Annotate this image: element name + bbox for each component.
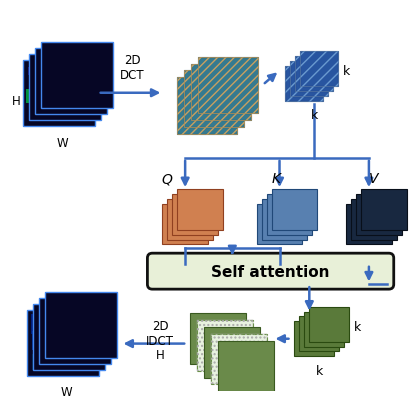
Text: k: k — [342, 65, 349, 78]
FancyBboxPatch shape — [309, 307, 348, 342]
Text: H: H — [12, 95, 20, 108]
FancyBboxPatch shape — [26, 90, 36, 104]
Text: Self attention: Self attention — [211, 264, 329, 279]
FancyBboxPatch shape — [27, 310, 98, 376]
FancyBboxPatch shape — [177, 190, 222, 230]
FancyBboxPatch shape — [73, 70, 90, 99]
FancyBboxPatch shape — [48, 65, 78, 77]
Text: k: k — [315, 364, 322, 377]
FancyBboxPatch shape — [28, 68, 48, 76]
FancyBboxPatch shape — [290, 61, 328, 96]
FancyBboxPatch shape — [42, 334, 72, 358]
Text: V: V — [368, 172, 378, 186]
FancyBboxPatch shape — [172, 194, 217, 235]
FancyBboxPatch shape — [177, 78, 236, 134]
FancyBboxPatch shape — [300, 52, 337, 87]
Text: Q: Q — [161, 172, 172, 186]
FancyBboxPatch shape — [211, 334, 266, 385]
FancyBboxPatch shape — [39, 298, 110, 364]
FancyBboxPatch shape — [184, 71, 243, 128]
Text: W: W — [60, 385, 71, 399]
FancyBboxPatch shape — [197, 320, 252, 371]
FancyBboxPatch shape — [191, 65, 250, 121]
FancyBboxPatch shape — [78, 348, 90, 368]
FancyBboxPatch shape — [33, 304, 104, 370]
FancyBboxPatch shape — [41, 43, 112, 109]
FancyBboxPatch shape — [69, 331, 90, 348]
Text: H: H — [156, 348, 164, 362]
FancyBboxPatch shape — [35, 358, 55, 368]
FancyBboxPatch shape — [58, 90, 78, 109]
Text: 2D
IDCT: 2D IDCT — [146, 319, 174, 347]
FancyBboxPatch shape — [350, 199, 396, 240]
FancyBboxPatch shape — [360, 190, 406, 230]
FancyBboxPatch shape — [45, 292, 116, 358]
Text: k: k — [310, 109, 317, 122]
FancyBboxPatch shape — [299, 316, 338, 352]
FancyBboxPatch shape — [32, 331, 44, 350]
FancyBboxPatch shape — [167, 199, 212, 240]
FancyBboxPatch shape — [217, 341, 273, 391]
FancyBboxPatch shape — [197, 58, 257, 114]
FancyBboxPatch shape — [23, 61, 95, 126]
FancyBboxPatch shape — [261, 199, 306, 240]
FancyBboxPatch shape — [162, 204, 207, 245]
Text: W: W — [56, 136, 68, 149]
FancyBboxPatch shape — [37, 339, 55, 360]
FancyBboxPatch shape — [204, 327, 259, 378]
FancyBboxPatch shape — [35, 49, 107, 115]
FancyBboxPatch shape — [256, 204, 301, 245]
FancyBboxPatch shape — [355, 194, 401, 235]
FancyBboxPatch shape — [294, 322, 333, 356]
FancyBboxPatch shape — [295, 57, 332, 91]
FancyBboxPatch shape — [41, 78, 66, 105]
Text: K: K — [271, 172, 280, 186]
FancyBboxPatch shape — [57, 315, 92, 329]
FancyBboxPatch shape — [31, 80, 46, 104]
FancyBboxPatch shape — [266, 194, 311, 235]
FancyBboxPatch shape — [32, 354, 72, 370]
FancyBboxPatch shape — [271, 190, 316, 230]
FancyBboxPatch shape — [29, 55, 100, 121]
FancyBboxPatch shape — [33, 101, 68, 119]
FancyBboxPatch shape — [304, 312, 343, 346]
Text: 2D
DCT: 2D DCT — [120, 53, 145, 81]
FancyBboxPatch shape — [285, 66, 323, 101]
FancyBboxPatch shape — [147, 253, 393, 290]
FancyBboxPatch shape — [190, 314, 245, 364]
FancyBboxPatch shape — [345, 204, 391, 245]
Text: k: k — [353, 320, 361, 333]
FancyBboxPatch shape — [31, 315, 61, 334]
